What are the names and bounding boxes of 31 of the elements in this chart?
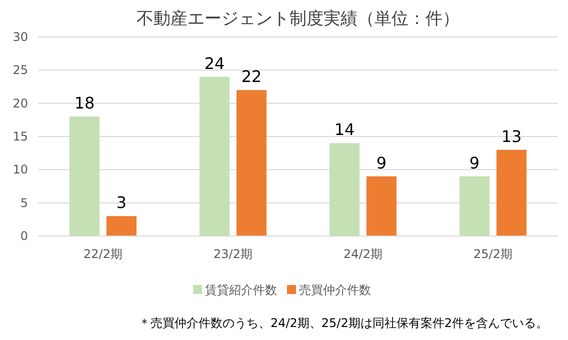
bar xyxy=(236,90,266,236)
x-tick-label: 23/2期 xyxy=(214,247,252,261)
text: ＊売買仲介件数のうち、24/2期、25/2期は同社保有案件2件を含んでいる。 xyxy=(138,316,548,330)
chart-title: 不動産エージェント制度実績（単位：件） xyxy=(136,9,460,29)
y-tick-label: 5 xyxy=(20,196,28,210)
bar xyxy=(200,76,230,236)
data-label: 18 xyxy=(74,94,95,113)
bar xyxy=(106,216,136,236)
data-label: 22 xyxy=(241,67,262,86)
bar xyxy=(366,176,396,236)
x-tick-label: 22/2期 xyxy=(84,247,122,261)
data-label: 3 xyxy=(116,193,127,212)
legend-label: 賃貸紹介件数 xyxy=(205,283,277,297)
data-label: 9 xyxy=(469,153,480,172)
data-label: 9 xyxy=(376,153,387,172)
data-label: 13 xyxy=(501,126,522,146)
y-tick-label: 10 xyxy=(12,162,28,177)
legend-label: 売買仲介件数 xyxy=(299,283,371,297)
bar xyxy=(70,116,100,236)
bar xyxy=(330,143,360,236)
y-tick-label: 0 xyxy=(20,229,28,243)
data-label: 24 xyxy=(204,54,225,73)
y-tick-label: 20 xyxy=(12,96,28,110)
bar xyxy=(460,176,490,236)
bar xyxy=(496,150,526,236)
x-tick-label: 24/2期 xyxy=(344,247,382,261)
y-tick-label: 25 xyxy=(12,63,28,78)
y-tick-label: 30 xyxy=(12,30,28,44)
y-tick-label: 15 xyxy=(12,130,28,144)
data-label: 14 xyxy=(334,120,355,140)
x-tick-label: 25/2期 xyxy=(474,247,512,261)
